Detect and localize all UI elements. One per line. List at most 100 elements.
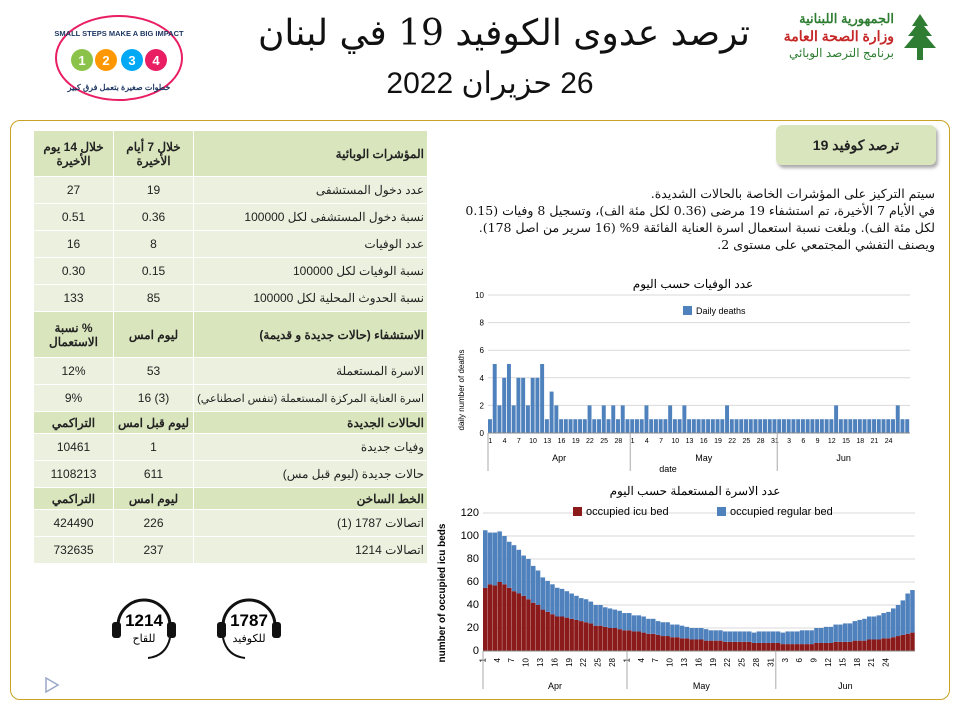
chart-bar	[587, 405, 592, 433]
chart-bar	[744, 419, 748, 433]
x-tick-label: 22	[586, 438, 594, 445]
chart-bar	[564, 591, 570, 618]
chart-bar	[737, 631, 742, 642]
next-slide-icon[interactable]	[44, 676, 60, 694]
chart-bar	[795, 644, 800, 651]
chart-bar	[525, 405, 530, 433]
x-tick-label: 25	[600, 438, 608, 445]
x-tick-label: 13	[536, 657, 545, 666]
chart-bar	[696, 419, 701, 433]
x-tick-label: 19	[572, 438, 580, 445]
chart-bar	[819, 628, 824, 643]
hotline-label: للكوفيد	[232, 633, 265, 645]
chart-bar	[521, 595, 526, 651]
header-7-days: خلال 7 أيام الأخيرة	[113, 130, 194, 177]
chart-bar	[833, 624, 838, 642]
chart-bar	[569, 593, 574, 619]
chart-bar	[660, 622, 666, 637]
chart-bar	[660, 636, 666, 651]
x-axis-label: date	[659, 464, 677, 474]
campaign-badge-logo: SMALL STEPS MAKE A BIG IMPACT 1 2 3 4 خط…	[54, 14, 184, 102]
chart-bar	[564, 617, 570, 651]
chart-bar	[843, 419, 848, 433]
header-indicators: المؤشرات الوبائية	[193, 130, 428, 177]
chart-bar	[742, 631, 747, 642]
chart-bar	[646, 618, 651, 634]
chart-bar	[540, 364, 545, 433]
chart-bar	[771, 642, 776, 651]
chart-bar	[521, 555, 526, 596]
y-tick-label: 100	[461, 530, 479, 542]
table-row: عدد الوفيات 8 16	[33, 230, 428, 258]
chart-bar	[751, 642, 757, 651]
chart-bar	[886, 419, 891, 433]
summary-text: سيتم التركيز على المؤشرات الخاصة بالحالا…	[455, 185, 935, 253]
chart-bar	[799, 644, 805, 651]
chart-bar	[627, 630, 632, 651]
chart-bar	[786, 419, 791, 433]
y-tick-label: 8	[480, 319, 485, 328]
chart-bar	[847, 623, 853, 642]
x-tick-label: 9	[816, 438, 820, 445]
chart-bar	[796, 419, 801, 433]
table-row: نسبة الحدوث المحلية لكل 100000 85 133	[33, 284, 428, 312]
x-tick-label: 28	[752, 657, 761, 666]
header-14-days: خلال 14 يوم الأخيرة	[33, 130, 114, 177]
chart-bar	[559, 616, 565, 651]
chart-bar	[670, 637, 675, 651]
daily-deaths-chart: عدد الوفيات حسب اليوم daily number of de…	[457, 277, 910, 474]
chart-bar	[516, 377, 521, 433]
x-tick-label: 4	[645, 438, 649, 445]
chart-bar	[847, 641, 853, 651]
chart-bar	[492, 532, 498, 586]
x-tick-label: 1	[488, 438, 492, 445]
x-tick-label: 16	[550, 657, 559, 666]
chart-bar	[492, 585, 498, 651]
chart-bar	[616, 419, 620, 433]
chart-bar	[492, 364, 497, 433]
chart-bar	[483, 530, 488, 588]
chart-bar	[814, 642, 819, 651]
legend-swatch	[683, 306, 692, 315]
chart-bar	[828, 626, 834, 643]
page-title: ترصد عدوى الكوفيد 19 في لبنان	[257, 13, 750, 54]
chart-bar	[805, 419, 810, 433]
month-label: May	[695, 453, 713, 463]
chart-bar	[526, 599, 531, 651]
chart-bar	[809, 630, 814, 645]
x-tick-label: 4	[493, 657, 502, 662]
chart-bar	[689, 639, 694, 651]
chart-bar	[767, 419, 772, 433]
cases-header-row: الحالات الجديدة ليوم قبل امس التراكمي	[33, 411, 428, 434]
headset-icon	[217, 622, 226, 638]
legend-label: occupied regular bed	[730, 506, 833, 518]
x-tick-label: 21	[867, 657, 876, 666]
chart-bar	[823, 642, 829, 651]
x-tick-label: 10	[671, 438, 679, 445]
chart-bar	[531, 602, 536, 651]
chart-bar	[516, 593, 522, 651]
chart-bar	[713, 630, 718, 641]
legend-swatch	[717, 507, 726, 516]
chart-bar	[603, 607, 608, 627]
y-tick-label: 4	[480, 374, 485, 383]
chart-bar	[810, 419, 815, 433]
chart-bar	[649, 419, 654, 433]
chart-bar	[672, 419, 677, 433]
x-tick-label: 25	[594, 657, 603, 666]
chart-bar	[905, 419, 910, 433]
x-tick-label: 10	[529, 438, 537, 445]
chart-bar	[583, 599, 589, 623]
legend-label: occupied icu bed	[586, 506, 669, 518]
chart-bar	[895, 405, 900, 433]
section-title-box: ترصد كوفيد 19	[776, 125, 936, 165]
x-tick-label: 22	[723, 657, 732, 666]
x-tick-label: 4	[637, 657, 646, 662]
x-tick-label: 28	[757, 438, 765, 445]
y-tick-label: 60	[467, 576, 479, 588]
chart-bar	[829, 419, 834, 433]
chart-bar	[675, 624, 680, 638]
chart-bar	[682, 405, 687, 433]
chart-bar	[593, 625, 598, 651]
x-tick-label: 6	[801, 438, 805, 445]
